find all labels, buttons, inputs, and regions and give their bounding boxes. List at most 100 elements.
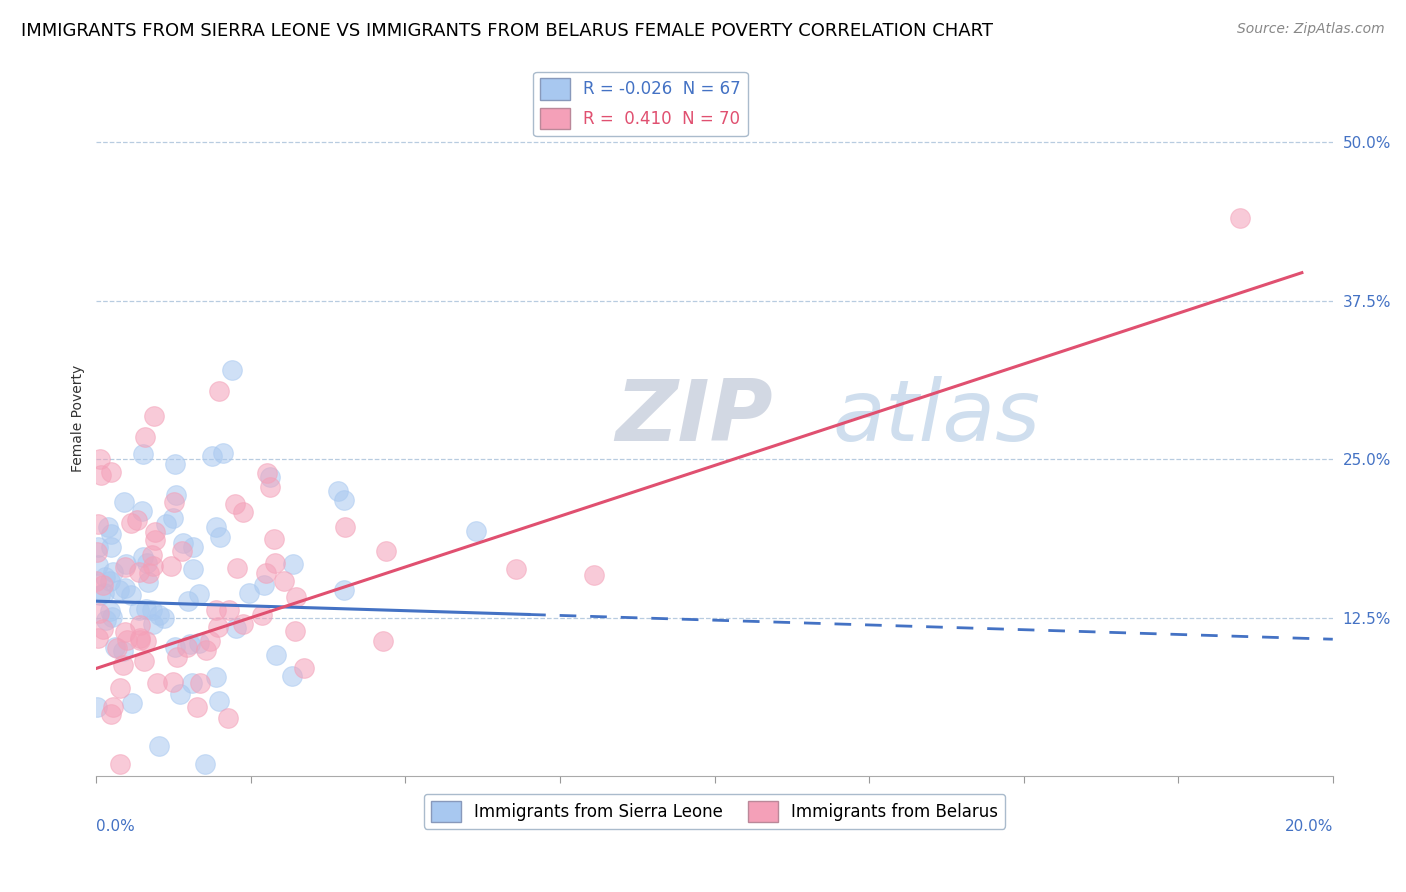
Immigrants from Sierra Leone (201, 449, 224, 463)
Immigrants from Belarus (254, 566, 277, 581)
Immigrants from Belarus (141, 548, 163, 562)
Immigrants from Belarus (176, 640, 198, 654)
Immigrants from Sierra Leone (208, 694, 231, 708)
Immigrants from Belarus (128, 631, 150, 645)
Immigrants from Sierra Leone (121, 588, 143, 602)
Immigrants from Belarus (105, 641, 128, 656)
Immigrants from Belarus (90, 467, 112, 482)
Immigrants from Sierra Leone (100, 541, 122, 555)
Immigrants from Belarus (582, 568, 605, 582)
Immigrants from Belarus (87, 516, 110, 531)
Immigrants from Belarus (87, 632, 110, 646)
Immigrants from Belarus (263, 532, 285, 546)
Immigrants from Sierra Leone (86, 700, 108, 714)
Immigrants from Sierra Leone (96, 613, 118, 627)
Immigrants from Belarus (208, 384, 231, 398)
Immigrants from Belarus (505, 562, 527, 576)
Immigrants from Sierra Leone (162, 510, 184, 524)
Immigrants from Belarus (224, 497, 246, 511)
Immigrants from Belarus (284, 624, 307, 638)
Immigrants from Belarus (142, 409, 165, 424)
Immigrants from Belarus (135, 633, 157, 648)
Immigrants from Belarus (89, 452, 111, 467)
Immigrants from Belarus (264, 556, 287, 570)
Immigrants from Belarus (162, 675, 184, 690)
Immigrants from Sierra Leone (114, 494, 136, 508)
Immigrants from Sierra Leone (107, 583, 129, 598)
Immigrants from Sierra Leone (104, 640, 127, 654)
Immigrants from Belarus (142, 558, 165, 573)
Immigrants from Belarus (188, 676, 211, 690)
Immigrants from Belarus (100, 465, 122, 479)
Immigrants from Belarus (374, 544, 396, 558)
Immigrants from Belarus (146, 676, 169, 690)
Immigrants from Belarus (129, 633, 152, 648)
Immigrants from Belarus (373, 633, 395, 648)
Immigrants from Belarus (114, 559, 136, 574)
Immigrants from Belarus (143, 525, 166, 540)
Immigrants from Belarus (91, 578, 114, 592)
Immigrants from Belarus (143, 533, 166, 547)
Immigrants from Belarus (108, 681, 131, 695)
Y-axis label: Female Poverty: Female Poverty (72, 364, 86, 472)
Immigrants from Sierra Leone (172, 536, 194, 550)
Immigrants from Belarus (284, 590, 307, 604)
Immigrants from Belarus (100, 707, 122, 722)
Immigrants from Belarus (160, 559, 183, 574)
Immigrants from Sierra Leone (142, 616, 165, 631)
Immigrants from Sierra Leone (238, 586, 260, 600)
Immigrants from Belarus (115, 632, 138, 647)
Immigrants from Sierra Leone (93, 586, 115, 600)
Immigrants from Belarus (273, 574, 295, 588)
Immigrants from Belarus (128, 566, 150, 580)
Immigrants from Sierra Leone (177, 594, 200, 608)
Immigrants from Belarus (108, 756, 131, 771)
Immigrants from Sierra Leone (93, 569, 115, 583)
Immigrants from Sierra Leone (183, 540, 205, 554)
Immigrants from Sierra Leone (252, 577, 274, 591)
Immigrants from Belarus (292, 661, 315, 675)
Immigrants from Sierra Leone (280, 669, 302, 683)
Immigrants from Sierra Leone (136, 575, 159, 590)
Immigrants from Belarus (129, 618, 152, 632)
Immigrants from Sierra Leone (187, 587, 209, 601)
Immigrants from Sierra Leone (225, 620, 247, 634)
Immigrants from Sierra Leone (221, 363, 243, 377)
Immigrants from Sierra Leone (283, 557, 305, 571)
Text: ZIP: ZIP (616, 376, 773, 459)
Immigrants from Sierra Leone (121, 696, 143, 710)
Immigrants from Sierra Leone (165, 488, 187, 502)
Immigrants from Sierra Leone (180, 675, 202, 690)
Immigrants from Belarus (205, 603, 228, 617)
Immigrants from Sierra Leone (97, 520, 120, 534)
Text: 0.0%: 0.0% (97, 819, 135, 834)
Immigrants from Belarus (218, 603, 240, 617)
Immigrants from Sierra Leone (103, 565, 125, 579)
Text: Source: ZipAtlas.com: Source: ZipAtlas.com (1237, 22, 1385, 37)
Immigrants from Belarus (120, 516, 142, 530)
Immigrants from Sierra Leone (169, 686, 191, 700)
Immigrants from Sierra Leone (212, 446, 235, 460)
Immigrants from Belarus (134, 430, 156, 444)
Immigrants from Sierra Leone (163, 457, 186, 471)
Immigrants from Belarus (103, 700, 125, 714)
Immigrants from Sierra Leone (181, 561, 204, 575)
Immigrants from Sierra Leone (98, 574, 121, 588)
Text: IMMIGRANTS FROM SIERRA LEONE VS IMMIGRANTS FROM BELARUS FEMALE POVERTY CORRELATI: IMMIGRANTS FROM SIERRA LEONE VS IMMIGRAN… (21, 22, 993, 40)
Immigrants from Belarus (225, 561, 247, 575)
Immigrants from Sierra Leone (89, 588, 111, 602)
Immigrants from Sierra Leone (333, 583, 356, 598)
Immigrants from Belarus (186, 700, 208, 714)
Immigrants from Sierra Leone (98, 604, 121, 618)
Immigrants from Belarus (256, 466, 278, 480)
Immigrants from Sierra Leone (259, 469, 281, 483)
Immigrants from Sierra Leone (264, 648, 287, 663)
Immigrants from Belarus (207, 620, 229, 634)
Immigrants from Sierra Leone (187, 636, 209, 650)
Immigrants from Sierra Leone (208, 530, 231, 544)
Immigrants from Belarus (87, 606, 110, 620)
Immigrants from Belarus (114, 625, 136, 640)
Immigrants from Sierra Leone (152, 611, 174, 625)
Immigrants from Belarus (198, 633, 221, 648)
Immigrants from Sierra Leone (132, 550, 155, 565)
